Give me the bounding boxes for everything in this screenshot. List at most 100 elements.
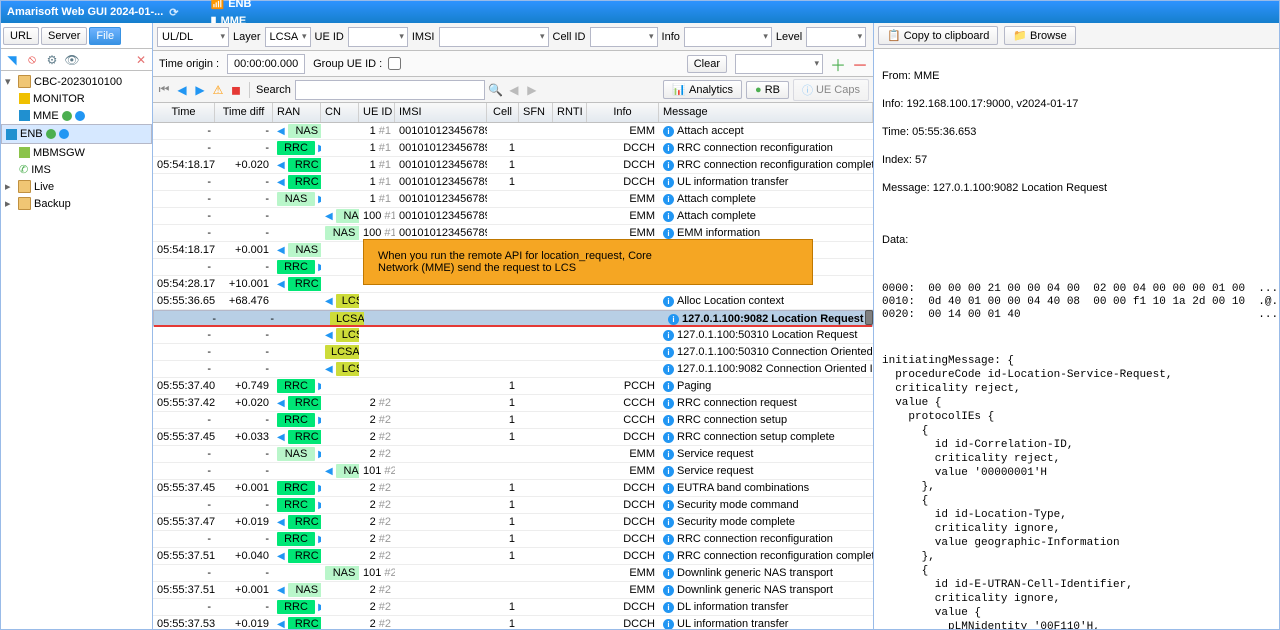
first-icon[interactable]: ⏮ (157, 83, 171, 97)
close-icon[interactable]: ✕ (134, 53, 148, 67)
expand-icon[interactable]: ▸ (5, 197, 15, 210)
layer-tag: NAS (325, 566, 359, 580)
log-row[interactable]: --◀ NAS100 #1001010123456789EMMiAttach c… (153, 208, 873, 225)
scroll-marker[interactable] (865, 310, 873, 325)
log-row[interactable]: --◀ NAS1 #1001010123456789EMMiAttach acc… (153, 123, 873, 140)
log-row[interactable]: 05:55:37.515+0.040◀ RRC2 #21DCCHiRRC con… (153, 548, 873, 565)
clear-button[interactable]: Clear (687, 55, 727, 73)
uldl-select[interactable]: UL/DL▾ (157, 27, 229, 47)
clear-select[interactable]: ▾ (735, 54, 823, 74)
layer-select[interactable]: LCSA▾ (265, 27, 311, 47)
log-row[interactable]: --◀ RRC1 #10010101234567891DCCHiUL infor… (153, 174, 873, 191)
browse-button[interactable]: 📁 Browse (1004, 26, 1075, 45)
log-row[interactable]: --NAS ▶2 #2EMMiService request (153, 446, 873, 463)
tree-item[interactable]: ▸Live (1, 178, 152, 195)
tree-label: MONITOR (33, 93, 85, 105)
folder-icon (18, 180, 31, 193)
gear-icon[interactable]: ⚙ (45, 53, 59, 67)
log-row[interactable]: 05:55:37.455+0.033◀ RRC2 #21DCCHiRRC con… (153, 429, 873, 446)
ueid-select[interactable]: ▾ (348, 27, 408, 47)
log-row[interactable]: 05:55:37.516+0.001◀ NAS2 #2EMMiDownlink … (153, 582, 873, 599)
remove-icon[interactable]: － (853, 57, 867, 71)
arrow-right-icon: ▶ (318, 262, 321, 273)
cellid-select[interactable]: ▾ (590, 27, 658, 47)
tree-item[interactable]: ✆IMS (1, 161, 152, 178)
log-row[interactable]: --RRC ▶2 #21DCCHiSecurity mode command (153, 497, 873, 514)
layer-tag: NAS (336, 464, 359, 478)
layer-tag: RRC (277, 141, 315, 155)
log-row[interactable]: --NAS ▶1 #1001010123456789EMMiAttach com… (153, 191, 873, 208)
info-select[interactable]: ▾ (684, 27, 772, 47)
log-row[interactable]: --LCSAP ▶i127.0.1.100:50310 Connection O… (153, 344, 873, 361)
wifi-icon[interactable]: ◥ (5, 53, 19, 67)
rb-button[interactable]: ● RB (746, 81, 789, 99)
info-icon: i (668, 314, 679, 325)
add-icon[interactable]: ＋ (831, 57, 845, 71)
layer-tag: RRC (288, 158, 321, 172)
uecaps-button[interactable]: ⓘ UE Caps (793, 79, 869, 101)
back-icon[interactable]: ◀ (175, 83, 189, 97)
expand-icon[interactable]: ▾ (5, 75, 15, 88)
imsi-select[interactable]: ▾ (439, 27, 549, 47)
search-next-icon[interactable]: ▶ (525, 83, 539, 97)
log-row[interactable]: --◀ LCSAPi127.0.1.100:9082 Connection Or… (153, 361, 873, 378)
arrow-right-icon: ▶ (318, 483, 321, 494)
copy-button[interactable]: 📋 Copy to clipboard (878, 26, 998, 45)
err-icon[interactable]: ◼ (229, 83, 243, 97)
warn-icon[interactable]: ⚠ (211, 83, 225, 97)
tree-label: MME (33, 110, 59, 122)
layer-tag: NAS (277, 192, 315, 206)
log-row[interactable]: 05:55:37.402+0.749RRC ▶1PCCHiPaging (153, 378, 873, 395)
search-label: Search (256, 84, 291, 96)
server-button[interactable]: Server (41, 27, 87, 45)
eye-icon[interactable]: 👁 (65, 53, 79, 67)
log-rows[interactable]: --◀ NAS1 #1001010123456789EMMiAttach acc… (153, 123, 873, 629)
imsi-label: IMSI (412, 31, 435, 43)
tree-item[interactable]: MME (1, 107, 152, 124)
log-row[interactable]: 05:54:18.175+0.020◀ RRC1 #10010101234567… (153, 157, 873, 174)
layer-tag: RRC (277, 600, 315, 614)
info-icon: i (663, 500, 674, 511)
stop-icon[interactable]: ⦸ (25, 53, 39, 67)
search-icon[interactable]: 🔍 (489, 83, 503, 97)
info-icon: i (663, 602, 674, 613)
url-button[interactable]: URL (3, 27, 39, 45)
log-row[interactable]: --◀ LCSAPi127.0.1.100:50310 Location Req… (153, 327, 873, 344)
analytics-button[interactable]: 📊 Analytics (663, 80, 742, 99)
tree-item[interactable]: MONITOR (1, 90, 152, 107)
log-row[interactable]: 05:55:37.475+0.019◀ RRC2 #21DCCHiSecurit… (153, 514, 873, 531)
log-row[interactable]: --RRC ▶2 #21CCCHiRRC connection setup (153, 412, 873, 429)
log-row[interactable]: --◀ NAS101 #2EMMiService request (153, 463, 873, 480)
search-input[interactable] (295, 80, 485, 100)
expand-icon[interactable]: ▸ (5, 180, 15, 193)
log-row[interactable]: --NAS ▶101 #2EMMiDownlink generic NAS tr… (153, 565, 873, 582)
log-row[interactable]: --LCSAP ▶i127.0.1.100:9082 Location Requ… (153, 310, 873, 327)
server-tree[interactable]: ▾CBC-2023010100 MONITOR MME ENBMBMSGW✆IMS▸L… (1, 71, 152, 629)
time-origin-input[interactable]: 00:00:00.000 (227, 54, 305, 74)
origin-bar: Time origin : 00:00:00.000 Group UE ID :… (153, 51, 873, 77)
tree-item[interactable]: ▸Backup (1, 195, 152, 212)
arrow-left-icon: ◀ (277, 432, 285, 443)
top-tab[interactable]: 📶ENB (201, 0, 292, 12)
log-row[interactable]: --RRC ▶2 #21DCCHiDL information transfer (153, 599, 873, 616)
tree-item[interactable]: MBMSGW (1, 144, 152, 161)
log-row[interactable]: 05:55:37.422+0.020◀ RRC2 #21CCCHiRRC con… (153, 395, 873, 412)
log-row[interactable]: 05:55:37.456+0.001RRC ▶2 #21DCCHiEUTRA b… (153, 480, 873, 497)
log-row[interactable]: --RRC ▶1 #10010101234567891DCCHiRRC conn… (153, 140, 873, 157)
fwd-icon[interactable]: ▶ (193, 83, 207, 97)
refresh-icon[interactable]: ⟳ (169, 6, 178, 19)
search-prev-icon[interactable]: ◀ (507, 83, 521, 97)
info-icon: i (663, 296, 674, 307)
tree-item[interactable]: ENB (1, 124, 152, 144)
level-select[interactable]: ▾ (806, 27, 866, 47)
file-button[interactable]: File (89, 27, 121, 45)
layer-tag: NAS (288, 124, 321, 138)
status-dot (75, 111, 85, 121)
group-ueid-checkbox[interactable] (388, 57, 401, 70)
info-label: Info (662, 31, 680, 43)
log-row[interactable]: 05:55:37.535+0.019◀ RRC2 #21DCCHiUL info… (153, 616, 873, 629)
log-row[interactable]: 05:55:36.653+68.476◀ LCSAPiAlloc Locatio… (153, 293, 873, 310)
log-row[interactable]: --RRC ▶2 #21DCCHiRRC connection reconfig… (153, 531, 873, 548)
tree-item[interactable]: ▾CBC-2023010100 (1, 73, 152, 90)
node-icon (19, 93, 30, 104)
